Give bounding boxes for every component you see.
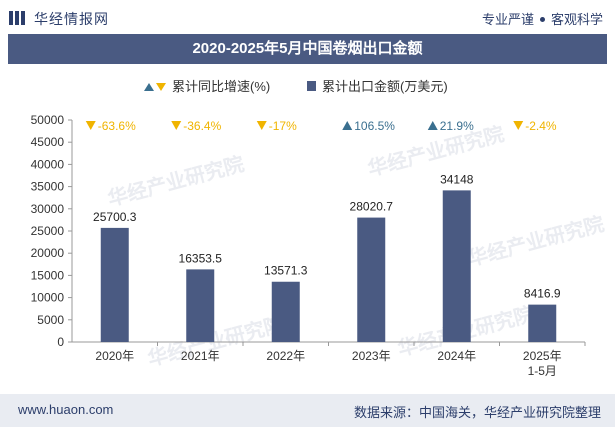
footer: www.huaon.com 数据来源：中国海关，华经产业研究院整理 — [0, 394, 615, 427]
chart-title: 2020-2025年5月中国卷烟出口金额 — [8, 34, 607, 64]
growth-label: -63.6% — [98, 119, 136, 133]
y-tick-label: 15000 — [31, 268, 65, 282]
growth-label: -36.4% — [183, 119, 221, 133]
tagline: 专业严谨 客观科学 — [482, 9, 603, 28]
huajing-logo-icon — [9, 11, 25, 25]
tagline-left: 专业严谨 — [481, 12, 534, 27]
y-tick-label: 45000 — [31, 135, 65, 149]
growth-down-triangle-icon — [171, 121, 182, 130]
bar — [186, 269, 215, 342]
bar-value-label: 16353.5 — [179, 251, 223, 265]
watermark-4: 华经产业研究院 — [465, 211, 606, 270]
bar-value-label: 13571.3 — [264, 264, 308, 278]
growth-down-triangle-icon — [513, 121, 524, 130]
footer-url[interactable]: www.huaon.com — [18, 402, 114, 417]
top-bar: 华经情报网 专业严谨 客观科学 — [0, 0, 615, 36]
x-tick-label: 2022年 — [266, 349, 305, 363]
x-tick-label: 2025年 — [523, 349, 562, 363]
y-tick-label: 35000 — [31, 180, 65, 194]
growth-down-triangle-icon — [85, 121, 96, 130]
legend-up-triangle-icon — [144, 83, 154, 91]
x-tick-label: 2024年 — [437, 349, 476, 363]
legend-growth-label: 累计同比增速(%) — [172, 79, 270, 94]
bar-value-label: 8416.9 — [524, 287, 561, 301]
bar — [100, 227, 129, 342]
bar-value-label: 25700.3 — [93, 210, 137, 224]
tagline-right: 客观科学 — [550, 12, 603, 27]
y-tick-label: 10000 — [31, 291, 65, 305]
y-tick-label: 0 — [57, 335, 64, 349]
chart: 华经产业研究院华经产业研究院华经产业研究院华经产业研究院华经产业研究院累计同比增… — [31, 79, 607, 378]
x-tick-label: 2023年 — [352, 349, 391, 363]
growth-down-triangle-icon — [256, 121, 267, 130]
bar — [357, 217, 386, 342]
y-tick-label: 5000 — [37, 313, 64, 327]
bar-value-label: 28020.7 — [350, 200, 394, 214]
y-tick-label: 25000 — [31, 224, 65, 238]
x-tick-label: 2021年 — [181, 349, 220, 363]
bar — [442, 190, 471, 342]
y-tick-label: 40000 — [31, 157, 65, 171]
y-tick-label: 30000 — [31, 202, 65, 216]
growth-up-triangle-icon — [427, 121, 438, 130]
bar — [528, 304, 557, 342]
y-tick-label: 50000 — [31, 113, 65, 127]
x-tick-label: 1-5月 — [528, 364, 557, 378]
growth-label: -17% — [269, 119, 297, 133]
watermark-0: 华经产业研究院 — [105, 151, 246, 210]
growth-label: -2.4% — [525, 119, 557, 133]
y-tick-label: 20000 — [31, 246, 65, 260]
bar-value-label: 34148 — [440, 172, 474, 186]
legend-amount-label: 累计出口金额(万美元) — [322, 79, 448, 94]
brand-name: 华经情报网 — [34, 11, 109, 27]
growth-label: 21.9% — [440, 119, 474, 133]
footer-source: 数据来源：中国海关，华经产业研究院整理 — [353, 405, 601, 420]
growth-label: 106.5% — [354, 119, 395, 133]
bar — [271, 281, 300, 342]
legend-down-triangle-icon — [156, 83, 166, 91]
separator-dot-icon — [539, 17, 545, 23]
growth-up-triangle-icon — [342, 121, 353, 130]
x-tick-label: 2020年 — [95, 349, 134, 363]
legend-bar-swatch — [307, 81, 316, 91]
